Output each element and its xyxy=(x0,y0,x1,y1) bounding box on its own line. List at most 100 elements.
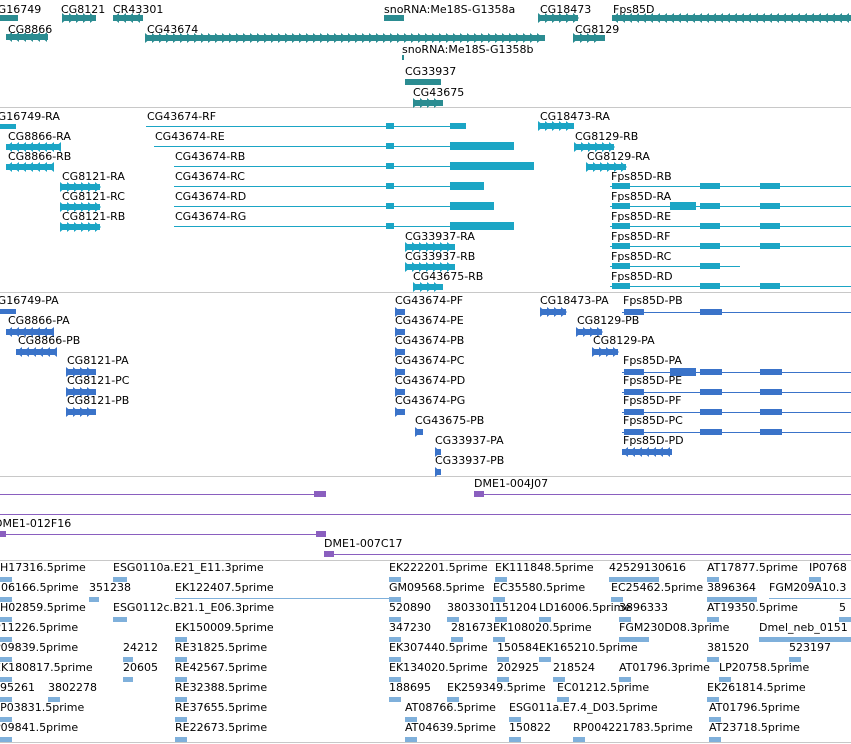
h17316-5prime-label[interactable]: H17316.5prime xyxy=(0,561,86,574)
281673-glyph[interactable] xyxy=(451,637,463,642)
cg43674-pe-label[interactable]: CG43674-PE xyxy=(395,314,464,327)
fps85d-pa-glyph[interactable] xyxy=(622,372,851,373)
at04639-5prime-label[interactable]: AT04639.5prime xyxy=(405,721,496,734)
ek165210-5prime-glyph[interactable] xyxy=(539,657,551,662)
at23718-5prime-label[interactable]: AT23718.5prime xyxy=(709,721,800,734)
dme1-007c17-exon[interactable] xyxy=(324,551,334,557)
ek259349-5prime-label[interactable]: EK259349.5prime xyxy=(447,681,546,694)
fps85d-pb-exon[interactable] xyxy=(700,309,722,315)
ip0768-label[interactable]: IP0768 xyxy=(809,561,847,574)
cg8129-rb-label[interactable]: CG8129-RB xyxy=(575,130,639,143)
gm09568-5prime-glyph[interactable] xyxy=(389,597,401,602)
95261-glyph[interactable] xyxy=(0,697,12,702)
3896333-label[interactable]: 3896333 xyxy=(619,601,668,614)
520890-glyph[interactable] xyxy=(389,617,401,622)
fps85d-rc-glyph[interactable] xyxy=(610,266,740,267)
cg43674-re-label[interactable]: CG43674-RE xyxy=(155,130,225,143)
fps85d-pb-label[interactable]: Fps85D-PB xyxy=(623,294,683,307)
ek222201-5prime-label[interactable]: EK222201.5prime xyxy=(389,561,488,574)
151204-glyph[interactable] xyxy=(495,617,507,622)
ek108020-5prime-label[interactable]: EK108020.5prime xyxy=(493,621,592,634)
re37655-5prime-glyph[interactable] xyxy=(175,717,187,722)
ek134020-5prime-glyph[interactable] xyxy=(389,677,401,682)
p09839-5prime-label[interactable]: P09839.5prime xyxy=(0,641,79,654)
cg43675-rb-label[interactable]: CG43675-RB xyxy=(413,270,484,283)
at01796-3prime-glyph[interactable] xyxy=(619,677,631,682)
fps85d-pa-label[interactable]: Fps85D-PA xyxy=(623,354,682,367)
re37655-5prime-label[interactable]: RE37655.5prime xyxy=(175,701,268,714)
cg16749-pa-label[interactable]: CG16749-PA xyxy=(0,294,59,307)
150822-label[interactable]: 150822 xyxy=(509,721,551,734)
cg18473-ra-label[interactable]: CG18473-RA xyxy=(540,110,610,123)
24212-glyph[interactable] xyxy=(123,657,133,662)
150822-glyph[interactable] xyxy=(509,737,521,742)
fps85d-ra-exon[interactable] xyxy=(760,203,780,209)
cg16749-ra-label[interactable]: CG16749-RA xyxy=(0,110,60,123)
fgm209a10-3-label[interactable]: FGM209A10.3 xyxy=(769,581,847,594)
esg011a-e7-4-d03-5prime-glyph[interactable] xyxy=(509,717,521,722)
cg43674-rd-exon[interactable] xyxy=(450,202,494,210)
ek222201-5prime-glyph[interactable] xyxy=(389,577,401,582)
p11226-5prime-label[interactable]: P11226.5prime xyxy=(0,621,79,634)
cg16749-glyph[interactable] xyxy=(0,15,18,21)
cg8129-label[interactable]: CG8129 xyxy=(575,23,620,36)
dme1-004j07-glyph[interactable] xyxy=(474,494,851,495)
fps85d-rb-exon[interactable] xyxy=(700,183,720,189)
cg43675-label[interactable]: CG43675 xyxy=(413,86,465,99)
cg33937-pa-label[interactable]: CG33937-PA xyxy=(435,434,504,447)
re42567-5prime-label[interactable]: RE42567.5prime xyxy=(175,661,268,674)
fps85d-pf-exon[interactable] xyxy=(624,409,644,415)
esg0110a-e21-e11-3prime-label[interactable]: ESG0110a.E21_E11.3prime xyxy=(113,561,264,574)
at17877-5prime-label[interactable]: AT17877.5prime xyxy=(707,561,798,574)
fps85d-rb-label[interactable]: Fps85D-RB xyxy=(611,170,672,183)
cg43674-rc-glyph[interactable] xyxy=(174,186,484,187)
ek111848-5prime-glyph[interactable] xyxy=(495,577,507,582)
218524-glyph[interactable] xyxy=(553,677,565,682)
ek122407-5prime-label[interactable]: EK122407.5prime xyxy=(175,581,274,594)
3803301-glyph[interactable] xyxy=(447,617,459,622)
cg43674-rg-label[interactable]: CG43674-RG xyxy=(175,210,247,223)
fps85d-rc-exon[interactable] xyxy=(700,263,720,269)
at19350-5prime-glyph[interactable] xyxy=(707,617,719,622)
fps85d-pc-label[interactable]: Fps85D-PC xyxy=(623,414,683,427)
cg43674-rc-exon[interactable] xyxy=(450,182,484,190)
cg8866-rb-label[interactable]: CG8866-RB xyxy=(8,150,72,163)
fps85d-ra-exon[interactable] xyxy=(612,203,630,209)
ek150009-5prime-label[interactable]: EK150009.5prime xyxy=(175,621,274,634)
cg8129-pb-label[interactable]: CG8129-PB xyxy=(577,314,640,327)
dme1-012f16-exon[interactable] xyxy=(0,531,6,537)
fps85d-pc-exon[interactable] xyxy=(760,429,782,435)
218524-label[interactable]: 218524 xyxy=(553,661,595,674)
fps85d-rd-exon[interactable] xyxy=(612,283,630,289)
cg8129-ra-label[interactable]: CG8129-RA xyxy=(587,150,650,163)
ek111848-5prime-label[interactable]: EK111848.5prime xyxy=(495,561,594,574)
fps85d-pc-exon[interactable] xyxy=(624,429,644,435)
at08766-5prime-label[interactable]: AT08766.5prime xyxy=(405,701,496,714)
fps85d-pc-glyph[interactable] xyxy=(622,432,851,433)
re42567-5prime-glyph[interactable] xyxy=(175,677,187,682)
feature-exon[interactable] xyxy=(314,491,326,497)
ec35580-5prime-glyph[interactable] xyxy=(493,597,505,602)
cg8866-label[interactable]: CG8866 xyxy=(8,23,53,36)
gm09568-5prime-label[interactable]: GM09568.5prime xyxy=(389,581,485,594)
20605-label[interactable]: 20605 xyxy=(123,661,158,674)
cg33937-rb-label[interactable]: CG33937-RB xyxy=(405,250,476,263)
cg43674-rf-exon[interactable] xyxy=(386,123,394,129)
fps85d-pe-exon[interactable] xyxy=(624,389,644,395)
lp20758-5prime-label[interactable]: LP20758.5prime xyxy=(719,661,810,674)
snorna-me18s-g1358b-glyph[interactable] xyxy=(402,55,404,60)
202925-glyph[interactable] xyxy=(497,677,509,682)
ek150009-5prime-glyph[interactable] xyxy=(175,637,187,642)
esg0112c-b21-1-e06-3prime-glyph[interactable] xyxy=(113,617,127,622)
ek261814-5prime-glyph[interactable] xyxy=(707,697,719,702)
42529130616-glyph[interactable] xyxy=(609,577,659,582)
fps85d-ra-glyph[interactable] xyxy=(610,206,851,207)
cg8866-pa-label[interactable]: CG8866-PA xyxy=(8,314,70,327)
h02859-5prime-label[interactable]: H02859.5prime xyxy=(0,601,86,614)
cg33937-ra-label[interactable]: CG33937-RA xyxy=(405,230,475,243)
ec01212-5prime-label[interactable]: EC01212.5prime xyxy=(557,681,650,694)
esg0112c-b21-1-e06-3prime-label[interactable]: ESG0112c.B21.1_E06.3prime xyxy=(113,601,275,614)
cg43674-rd-label[interactable]: CG43674-RD xyxy=(175,190,247,203)
re32388-5prime-label[interactable]: RE32388.5prime xyxy=(175,681,268,694)
ec01212-5prime-glyph[interactable] xyxy=(557,697,569,702)
